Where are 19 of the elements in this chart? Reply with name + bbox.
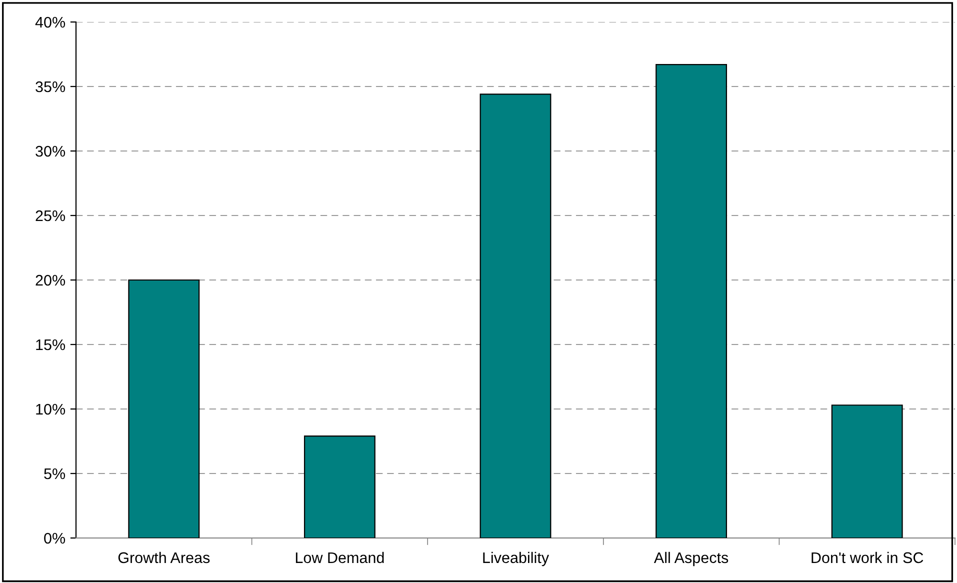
bar [480, 94, 552, 538]
y-tick-label: 30% [36, 146, 66, 157]
y-tick-label: 25% [36, 210, 66, 222]
y-tick-label: 20% [36, 274, 66, 286]
bar [831, 404, 903, 538]
x-tick-label: All Aspects [654, 552, 728, 566]
x-tick-label: Liveability [483, 552, 550, 566]
y-tick-label: 5% [44, 468, 66, 480]
y-tick-label: 15% [36, 339, 66, 350]
bar [656, 64, 728, 538]
x-tick-label: Don't work in SC [812, 552, 924, 564]
y-tick-label: 10% [36, 404, 66, 415]
bar [128, 279, 200, 538]
y-tick-label: 0% [44, 532, 66, 544]
y-tick-label: 35% [36, 81, 66, 92]
x-tick-label: Low Demand [296, 552, 384, 564]
y-tick-label: 40% [35, 16, 66, 28]
x-tick-label: Growth Areas [118, 552, 210, 564]
bar [304, 436, 376, 538]
